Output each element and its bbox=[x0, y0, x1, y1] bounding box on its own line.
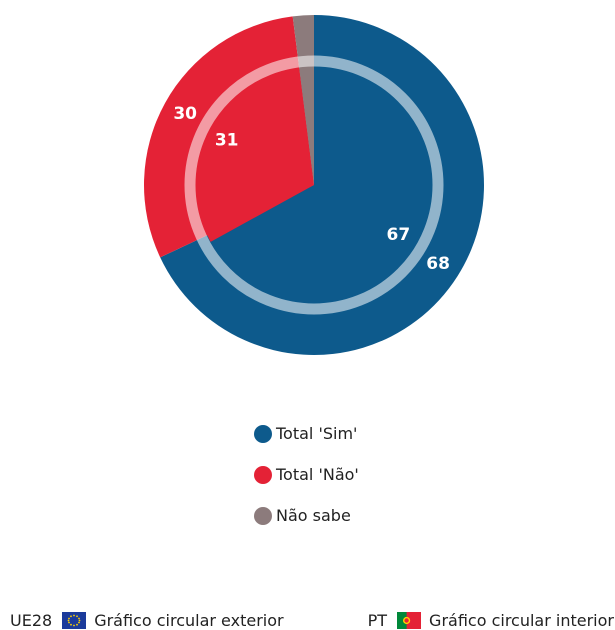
legend-item-nao: Total 'Não' bbox=[254, 464, 359, 485]
footer-inner-note: PT Gráfico circular interior bbox=[368, 611, 614, 630]
legend: Total 'Sim' Total 'Não' Não sabe bbox=[254, 423, 359, 546]
inner-slice-0 bbox=[210, 67, 432, 303]
footer-right-text: Gráfico circular interior bbox=[429, 611, 614, 630]
inner-slice-2 bbox=[299, 67, 314, 185]
legend-swatch-sim bbox=[254, 424, 272, 443]
ring-separator bbox=[184, 55, 444, 315]
portugal-flag-icon bbox=[397, 612, 422, 629]
footer-right-code: PT bbox=[367, 611, 388, 630]
outer-label-0: 68 bbox=[426, 254, 450, 274]
legend-item-nao-sabe: Não sabe bbox=[254, 505, 359, 526]
legend-label-sim: Total 'Sim' bbox=[276, 424, 358, 443]
legend-label-nao: Total 'Não' bbox=[276, 465, 359, 484]
outer-label-1: 30 bbox=[173, 104, 197, 124]
footer-left-code: UE28 bbox=[10, 611, 53, 630]
inner-label-1: 31 bbox=[215, 131, 239, 151]
legend-item-sim: Total 'Sim' bbox=[254, 423, 359, 444]
legend-label-nao-sabe: Não sabe bbox=[276, 506, 351, 525]
legend-swatch-nao bbox=[254, 465, 272, 484]
eu-flag-icon bbox=[62, 612, 87, 629]
inner-slice-1 bbox=[196, 67, 314, 242]
pie-chart: 68 30 67 31 bbox=[144, 15, 485, 355]
legend-swatch-nao-sabe bbox=[254, 506, 272, 525]
slice-labels: 68 30 67 31 bbox=[173, 104, 450, 274]
inner-pie bbox=[196, 67, 432, 303]
inner-label-0: 67 bbox=[387, 225, 411, 245]
footer-outer-note: UE28 Gráfico circular exterior bbox=[10, 611, 284, 630]
footer-left-text: Gráfico circular exterior bbox=[94, 611, 284, 630]
